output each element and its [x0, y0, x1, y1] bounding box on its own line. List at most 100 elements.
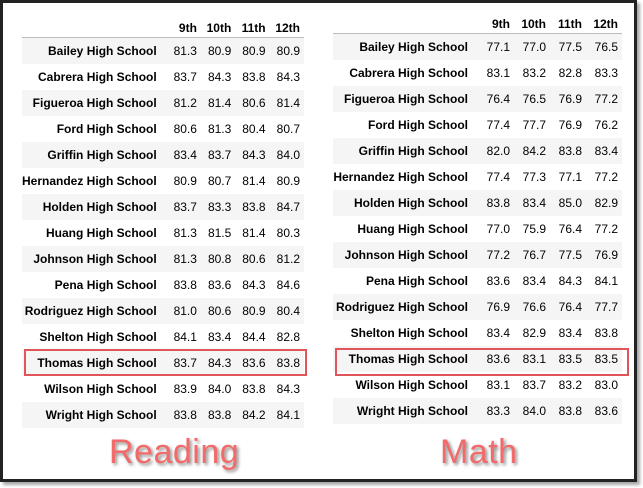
column-header: 9th — [492, 17, 510, 31]
reading-caption: Reading — [109, 433, 240, 471]
score-cell: 83.7 — [173, 70, 197, 84]
school-name-cell: Johnson High School — [33, 252, 157, 266]
score-cell: 83.4 — [594, 144, 618, 158]
school-name-cell: Griffin High School — [358, 144, 468, 158]
reading-panel: 9th 10th 11th 12th Bailey High School 81.… — [22, 19, 304, 428]
school-name-cell: Cabrera High School — [349, 66, 468, 80]
school-name-cell: Wright High School — [356, 404, 468, 418]
score-cell: 80.4 — [242, 122, 266, 136]
table-header-row: 9th 10th 11th 12th — [22, 19, 304, 38]
index-header — [22, 19, 167, 38]
school-name-cell: Wilson High School — [355, 378, 468, 392]
table-header-row: 9th 10th 11th 12th — [333, 15, 622, 34]
school-name-cell: Pena High School — [54, 278, 157, 292]
score-cell: 80.8 — [207, 252, 232, 266]
score-cell: 83.7 — [173, 200, 197, 214]
score-cell: 80.9 — [276, 44, 300, 58]
score-cell: 84.6 — [276, 278, 300, 292]
table-row: Bailey High School 77.1 77.0 77.5 76.5 — [333, 33, 622, 60]
school-name-cell: Holden High School — [42, 200, 157, 214]
score-cell: 80.6 — [207, 304, 232, 318]
score-cell: 83.1 — [522, 352, 546, 366]
score-cell: 83.4 — [522, 274, 546, 288]
school-name-cell: Shelton High School — [39, 330, 157, 344]
column-header: 9th — [178, 21, 197, 35]
column-header: 11th — [557, 17, 582, 31]
score-cell: 80.6 — [173, 122, 197, 136]
score-cell: 77.2 — [594, 170, 618, 184]
score-cell: 76.7 — [522, 248, 546, 262]
school-name-cell: Johnson High School — [344, 248, 468, 262]
table-row: Ford High School 80.6 81.3 80.4 80.7 — [22, 116, 304, 142]
table-row: Figueroa High School 81.2 81.4 80.6 81.4 — [22, 90, 304, 116]
score-cell: 84.1 — [594, 274, 618, 288]
score-cell: 83.6 — [594, 404, 618, 418]
score-cell: 83.4 — [486, 326, 510, 340]
score-cell: 84.3 — [242, 278, 266, 292]
score-cell: 81.2 — [173, 96, 197, 110]
score-cell: 76.5 — [594, 40, 618, 54]
score-cell: 77.5 — [558, 40, 582, 54]
score-cell: 77.0 — [522, 40, 546, 54]
score-cell: 82.9 — [522, 326, 546, 340]
score-cell: 84.3 — [276, 70, 300, 84]
table-row: Hernandez High School 77.4 77.3 77.1 77.2 — [333, 164, 622, 190]
school-name-cell: Thomas High School — [37, 356, 157, 370]
school-name-cell: Shelton High School — [350, 326, 468, 340]
score-cell: 77.0 — [486, 222, 510, 236]
table-row: Cabrera High School 83.1 83.2 82.8 83.3 — [333, 60, 622, 86]
score-cell: 77.4 — [486, 170, 510, 184]
school-name-cell: Rodriguez High School — [24, 304, 157, 318]
table-body: Bailey High School 77.1 77.0 77.5 76.5 Cabrer… — [333, 33, 622, 424]
column-header: 11th — [241, 21, 266, 35]
score-cell: 83.8 — [558, 144, 582, 158]
math-panel: 9th 10th 11th 12th Bailey High School 77.… — [333, 15, 623, 424]
score-cell: 81.3 — [207, 122, 232, 136]
score-cell: 80.6 — [242, 252, 266, 266]
school-name-cell: Bailey High School — [359, 40, 468, 54]
reading-scores-table: 9th 10th 11th 12th Bailey High School 81.… — [22, 19, 304, 428]
math-caption: Math — [440, 433, 518, 471]
table-row: Wilson High School 83.1 83.7 83.2 83.0 — [333, 372, 622, 398]
table-row: Johnson High School 77.2 76.7 77.5 76.9 — [333, 242, 622, 268]
score-cell: 83.5 — [594, 352, 618, 366]
school-name-cell: Griffin High School — [47, 148, 157, 162]
school-name-cell: Figueroa High School — [343, 92, 468, 106]
score-cell: 83.6 — [486, 352, 510, 366]
index-header — [333, 15, 478, 34]
score-cell: 80.9 — [242, 304, 266, 318]
score-cell: 83.8 — [173, 408, 197, 422]
score-cell: 84.2 — [522, 144, 546, 158]
school-name-cell: Figueroa High School — [32, 96, 157, 110]
school-name-cell: Huang High School — [46, 226, 157, 240]
score-cell: 81.4 — [276, 96, 300, 110]
score-cell: 82.8 — [558, 66, 582, 80]
table-row: Wright High School 83.3 84.0 83.8 83.6 — [333, 398, 622, 424]
score-cell: 83.8 — [242, 200, 266, 214]
school-name-cell: Cabrera High School — [38, 70, 157, 84]
score-cell: 83.6 — [207, 278, 232, 292]
score-cell: 80.3 — [276, 226, 300, 240]
score-cell: 83.1 — [486, 378, 510, 392]
score-cell: 83.4 — [522, 196, 546, 210]
score-cell: 81.2 — [276, 252, 300, 266]
score-cell: 76.9 — [558, 92, 582, 106]
table-row: Wilson High School 83.9 84.0 83.8 84.3 — [22, 376, 304, 402]
score-cell: 83.7 — [207, 148, 232, 162]
score-cell: 81.3 — [173, 226, 197, 240]
score-cell: 84.4 — [242, 330, 266, 344]
score-cell: 77.4 — [486, 118, 510, 132]
score-cell: 77.2 — [594, 222, 618, 236]
score-cell: 83.3 — [486, 404, 510, 418]
score-cell: 83.8 — [242, 70, 266, 84]
table-body: Bailey High School 81.3 80.9 80.9 80.9 Cabrer… — [22, 37, 304, 428]
score-cell: 83.1 — [486, 66, 510, 80]
score-cell: 84.0 — [207, 382, 232, 396]
score-cell: 81.4 — [242, 174, 266, 188]
table-row: Shelton High School 84.1 83.4 84.4 82.8 — [22, 324, 304, 350]
school-name-cell: Wilson High School — [44, 382, 157, 396]
table-row: Huang High School 81.3 81.5 81.4 80.3 — [22, 220, 304, 246]
column-header: 10th — [206, 21, 232, 35]
table-row: Ford High School 77.4 77.7 76.9 76.2 — [333, 112, 622, 138]
score-cell: 84.2 — [242, 408, 266, 422]
